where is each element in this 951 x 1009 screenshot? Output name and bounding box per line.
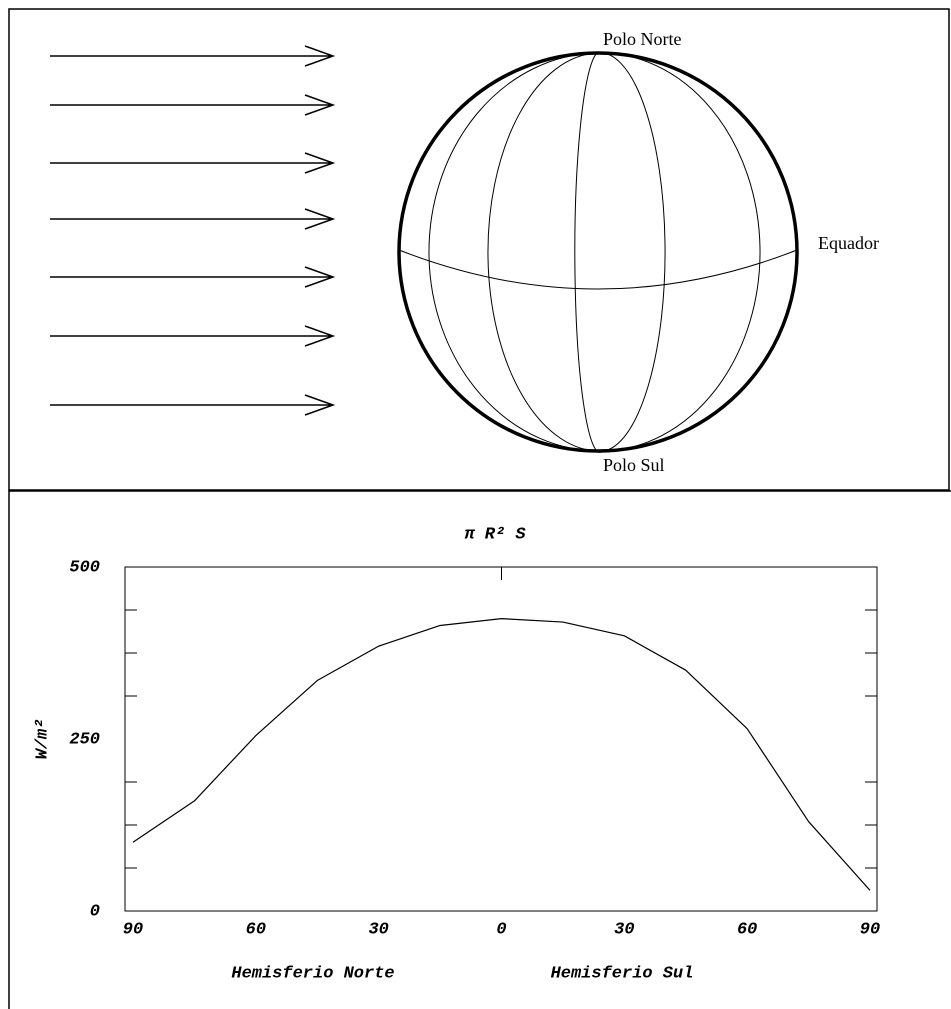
- diagram-frame: [9, 9, 949, 490]
- arrows: [50, 46, 333, 415]
- arrow: [50, 209, 333, 229]
- x-axis-label-left: Hemisferio Norte: [231, 964, 394, 983]
- arrow: [50, 95, 333, 115]
- arrow: [50, 46, 333, 66]
- meridian: [575, 53, 603, 452]
- x-tick-label: 30: [614, 920, 634, 939]
- x-tick-label: 0: [496, 920, 506, 939]
- y-tick-label: 500: [69, 558, 100, 577]
- x-tick-label: 60: [246, 920, 266, 939]
- y-tick-label: 250: [69, 730, 100, 749]
- x-tick-label: 90: [860, 920, 880, 939]
- arrow: [50, 267, 333, 287]
- y-axis-label: W/m²: [33, 719, 52, 760]
- data-line: [133, 619, 870, 891]
- north-pole-label: Polo Norte: [603, 29, 682, 49]
- equator: [399, 250, 797, 289]
- arrow: [50, 395, 333, 415]
- south-pole-label: Polo Sul: [603, 455, 665, 475]
- arrow: [50, 153, 333, 173]
- chart-title: π R² S: [464, 525, 526, 544]
- chart-frame: [9, 491, 951, 1009]
- x-tick-label: 90: [123, 920, 143, 939]
- globe: [399, 53, 797, 451]
- meridian: [597, 53, 665, 451]
- x-axis-label-right: Hemisferio Sul: [551, 964, 694, 983]
- figure: Polo Norte Polo Sul Equador π R² S W/m² …: [0, 0, 951, 1009]
- y-tick-label: 0: [90, 902, 100, 921]
- diagram: [9, 9, 949, 490]
- equator-label: Equador: [818, 233, 879, 253]
- x-tick-label: 60: [737, 920, 757, 939]
- arrow: [50, 326, 333, 346]
- meridian: [488, 53, 603, 451]
- x-tick-label: 30: [368, 920, 388, 939]
- meridian: [597, 53, 760, 451]
